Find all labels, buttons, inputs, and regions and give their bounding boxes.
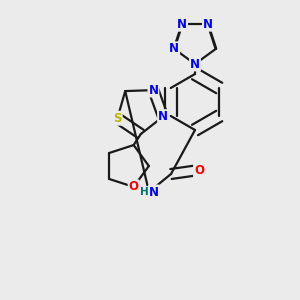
Text: N: N (203, 18, 213, 31)
Text: O: O (194, 164, 204, 176)
Text: N: N (149, 185, 159, 199)
Text: N: N (158, 110, 168, 123)
Text: S: S (113, 112, 122, 125)
Text: N: N (177, 18, 187, 31)
Text: H: H (140, 187, 148, 197)
Text: N: N (190, 58, 200, 70)
Text: N: N (169, 42, 179, 55)
Text: N: N (148, 84, 158, 97)
Text: O: O (129, 180, 139, 194)
